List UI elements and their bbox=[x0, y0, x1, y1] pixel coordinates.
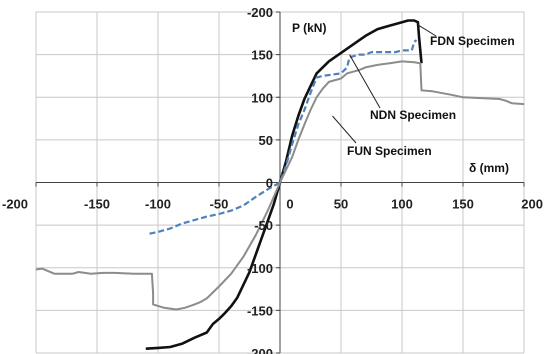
x-tick-label-0: -200 bbox=[2, 197, 28, 212]
ndn-annotation-label: NDN Specimen bbox=[370, 108, 456, 122]
ndn-series-line bbox=[149, 39, 418, 235]
fun-annotation-label: FUN Specimen bbox=[347, 144, 432, 158]
x-tick-label-5: 50 bbox=[334, 197, 348, 212]
x-tick-label-3: -50 bbox=[210, 197, 229, 212]
y-tick-label-3: -50 bbox=[254, 218, 273, 233]
fun-series-line bbox=[35, 60, 525, 311]
ndn-annotation-leader bbox=[349, 54, 381, 109]
x-tick-label-2: -100 bbox=[145, 197, 171, 212]
fdn-annotation-leader bbox=[417, 24, 437, 37]
x-tick-label-7: 150 bbox=[452, 197, 474, 212]
tick-labels: -200 -150 -100 -50 0 50 100 150 200 -200 -150 -100 -… bbox=[2, 5, 543, 354]
x-tick-label-4: 0 bbox=[286, 197, 293, 212]
y-tick-label-7: 150 bbox=[251, 48, 273, 63]
y-tick-label-5: 50 bbox=[259, 133, 273, 148]
y-tick-label-8: -200 bbox=[247, 5, 273, 20]
x-axis-label: δ (mm) bbox=[469, 161, 509, 175]
fdn-annotation-label: FDN Specimen bbox=[430, 34, 515, 48]
y-tick-label-0: -200 bbox=[247, 346, 273, 354]
fun-annotation-leader bbox=[332, 115, 357, 144]
y-tick-label-1: -150 bbox=[247, 303, 273, 318]
annotations: FDN Specimen NDN Specimen FUN Specimen bbox=[332, 24, 515, 158]
x-tick-label-6: 100 bbox=[391, 197, 413, 212]
y-tick-label-6: 100 bbox=[251, 90, 273, 105]
y-tick-label-4: 0 bbox=[266, 176, 273, 191]
series-group bbox=[35, 19, 525, 350]
fdn-series-line bbox=[145, 19, 423, 350]
x-tick-label-1: -150 bbox=[84, 197, 110, 212]
y-tick-label-2: -100 bbox=[247, 261, 273, 276]
x-tick-label-8: 200 bbox=[521, 197, 543, 212]
y-axis-label: P (kN) bbox=[292, 21, 326, 35]
